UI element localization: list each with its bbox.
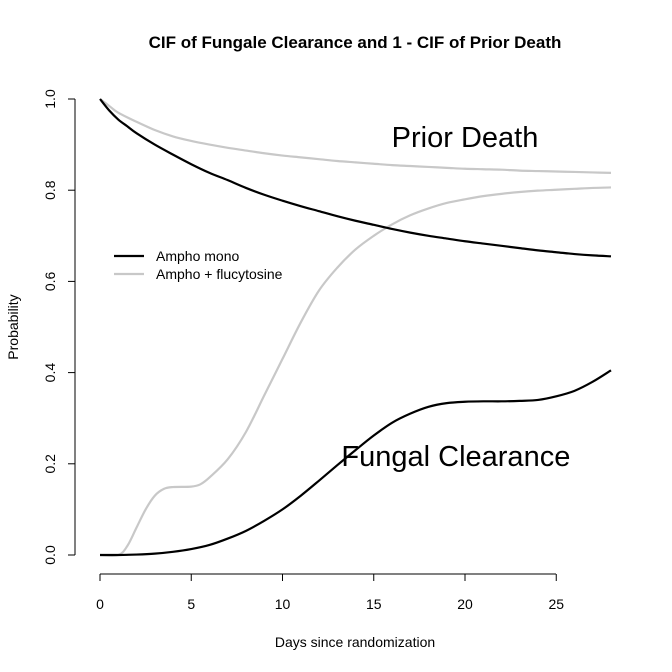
legend-label-ampho-flucytosine: Ampho + flucytosine [156,266,283,282]
x-ticks-group: 0 5 10 15 20 25 [96,574,564,612]
annotation-prior-death: Prior Death [392,122,539,154]
x-tick-label: 0 [96,596,104,612]
legend-label-ampho-mono: Ampho mono [156,248,239,264]
curves-group [99,98,612,557]
series-line-fungal-clearance-ampho-mono [99,369,612,557]
chart-title: CIF of Fungale Clearance and 1 - CIF of … [149,33,562,52]
series-line-fungal-clearance-ampho-flucytosine [99,186,612,557]
y-tick-label: 0.4 [42,363,58,383]
legend: Ampho mono Ampho + flucytosine [114,248,283,282]
x-tick-label: 15 [366,596,382,612]
y-ticks-group: 0.0 0.2 0.4 0.6 0.8 1.0 [42,89,75,565]
x-tick-label: 10 [275,596,291,612]
y-tick-label: 0.2 [42,454,58,474]
annotations-group: Prior Death Fungal Clearance [341,122,570,473]
y-tick-label: 1.0 [42,89,58,109]
x-tick-label: 25 [548,596,564,612]
y-tick-label: 0.8 [42,180,58,200]
x-axis-label: Days since randomization [275,634,435,650]
annotation-fungal-clearance: Fungal Clearance [341,441,570,473]
series-line-prior-death-ampho-flucytosine [99,98,612,174]
series-line-prior-death-ampho-mono [99,98,612,258]
y-tick-label: 0.0 [42,545,58,565]
y-axis-label: Probability [5,294,21,359]
x-tick-label: 20 [457,596,473,612]
x-tick-label: 5 [187,596,195,612]
y-tick-label: 0.6 [42,271,58,291]
